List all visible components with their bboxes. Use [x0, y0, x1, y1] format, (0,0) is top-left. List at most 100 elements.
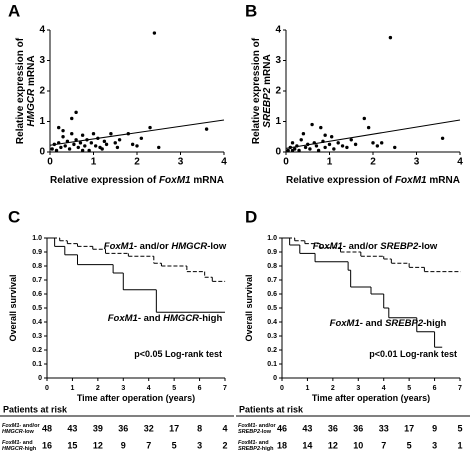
- text-part: HMGCR: [2, 446, 23, 452]
- text-part: FoxM1: [108, 313, 138, 324]
- point: [67, 147, 72, 151]
- text-part: mRNA: [26, 55, 37, 88]
- point: [61, 135, 65, 139]
- text-line: Time after operation (years): [312, 393, 430, 403]
- text-part: - and/or: [343, 241, 380, 252]
- point: [290, 141, 295, 145]
- text-part: FoxM1: [238, 423, 255, 429]
- point: [72, 142, 76, 147]
- text-part: FoxM1: [2, 423, 19, 429]
- text-part: FoxM1: [159, 175, 191, 186]
- point: [393, 145, 397, 150]
- annotation: FoxM1- and/or SREBP2-low: [313, 241, 438, 252]
- y-tick-label: 1: [275, 116, 281, 127]
- y-tick-label: 0.3: [32, 333, 42, 340]
- text-part: FoxM1: [330, 318, 360, 329]
- text-line: Relative expression of FoxM1 mRNA: [50, 175, 224, 186]
- text-line: SREBP2-high: [238, 446, 274, 452]
- point: [61, 128, 65, 133]
- x-tick-label: 5: [407, 385, 411, 392]
- point: [332, 147, 336, 151]
- y-tick-label: 0.5: [267, 305, 277, 312]
- x-tick-label: 0: [283, 157, 289, 168]
- y-tick-label: 1.0: [267, 235, 277, 242]
- text-part: SREBP2: [262, 87, 273, 127]
- risk-count: 5: [172, 440, 177, 450]
- text-part: - and/or: [19, 423, 40, 429]
- x-tick-label: 2: [331, 385, 335, 392]
- risk-count: 48: [42, 423, 52, 433]
- risk-count: 9: [121, 440, 126, 450]
- point: [80, 133, 85, 137]
- point: [353, 142, 358, 147]
- risk-count: 3: [432, 440, 437, 450]
- point: [113, 141, 117, 145]
- x-tick-label: 3: [356, 385, 360, 392]
- y-tick-label: 0.5: [32, 305, 42, 312]
- y-tick-label: 4: [39, 25, 45, 36]
- point: [139, 136, 144, 140]
- point: [91, 132, 96, 136]
- point: [380, 141, 384, 145]
- text-part: mRNA: [262, 54, 273, 87]
- x-tick-label: 3: [121, 385, 125, 392]
- text-part: FoxM1: [104, 241, 134, 252]
- point: [117, 138, 122, 142]
- text-line: Relative expression of FoxM1 mRNA: [286, 175, 460, 186]
- y-tick-label: 3: [275, 55, 281, 66]
- risk-count: 3: [197, 440, 202, 450]
- risk-count: 1: [457, 440, 462, 450]
- point: [89, 141, 94, 145]
- text-line: FoxM1- and/or: [2, 423, 40, 429]
- panel-label: C: [8, 207, 20, 226]
- text-line: FoxM1- and HMGCR-high: [108, 313, 223, 324]
- text-part: FoxM1: [238, 440, 255, 446]
- x-tick-label: 6: [198, 385, 202, 392]
- point: [74, 138, 78, 142]
- x-tick-label: 3: [178, 157, 184, 168]
- risk-count: 12: [93, 440, 103, 450]
- x-tick-label: 4: [221, 157, 227, 168]
- x-axis-label: Relative expression of FoxM1 mRNA: [50, 175, 224, 186]
- risk-count: 43: [67, 423, 77, 433]
- text-part: HMGCR: [2, 429, 23, 435]
- text-part: FoxM1: [395, 175, 427, 186]
- y-tick-label: 0.1: [32, 361, 42, 368]
- text-part: mRNA: [191, 175, 224, 186]
- point: [316, 148, 321, 153]
- text-part: HMGCR: [26, 88, 37, 127]
- y-tick-label: 0.7: [32, 277, 42, 284]
- y-axis-label: Relative expression ofSREBP2 mRNA: [251, 37, 273, 144]
- risk-row-label: FoxM1- and HMGCR-high: [2, 440, 37, 452]
- risk-row-label: FoxM1- and/or HMGCR-low: [2, 423, 40, 435]
- text-part: Time after operation (years): [312, 393, 430, 403]
- text-part: FoxM1: [313, 241, 343, 252]
- y-tick-label: 0.7: [267, 277, 277, 284]
- point: [115, 145, 120, 150]
- risk-count: 12: [328, 440, 338, 450]
- y-tick-label: 0: [38, 375, 42, 382]
- point: [388, 35, 393, 40]
- risk-table-title: Patients at risk: [239, 404, 304, 414]
- text-part: SREBP2: [385, 318, 424, 329]
- text-part: -high: [23, 446, 37, 452]
- x-tick-label: 3: [414, 157, 420, 168]
- point: [54, 148, 59, 153]
- y-tick-label: 1: [39, 116, 45, 127]
- x-tick-label: 2: [134, 157, 140, 168]
- y-tick-label: 0: [275, 147, 281, 158]
- text-part: SREBP2: [238, 446, 260, 452]
- y-tick-label: 2: [275, 86, 281, 97]
- annotation: p<0.05 Log-rank test: [134, 349, 222, 359]
- panel-label: A: [8, 1, 20, 20]
- point: [83, 144, 87, 148]
- annotation: p<0.01 Log-rank test: [369, 349, 457, 359]
- annotation: FoxM1- and SREBP2-high: [330, 318, 447, 329]
- point: [152, 31, 157, 35]
- point: [135, 144, 139, 148]
- point: [327, 142, 332, 147]
- text-line: SREBP2-low: [238, 429, 272, 435]
- text-line: FoxM1- and: [238, 440, 269, 446]
- annotation: FoxM1- and/or HMGCR-low: [104, 241, 227, 252]
- x-tick-label: 6: [433, 385, 437, 392]
